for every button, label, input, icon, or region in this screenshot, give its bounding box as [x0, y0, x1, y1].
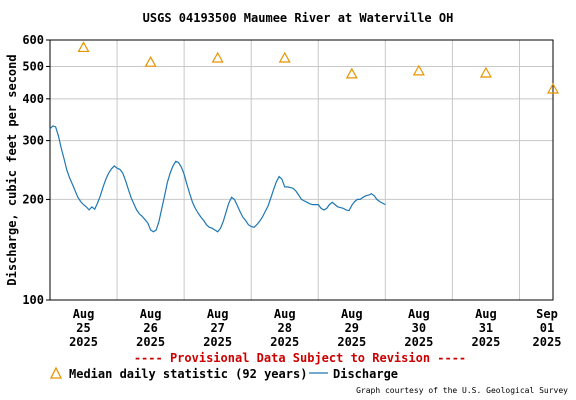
- median-marker: [77, 41, 90, 53]
- plot-frame: [49, 39, 554, 301]
- y-tick-label: 300: [22, 134, 44, 148]
- x-tick-label: Aug 25 2025: [69, 307, 98, 349]
- x-tick-label-line: Aug: [207, 307, 229, 321]
- median-marker: [412, 64, 425, 76]
- legend: Median daily statistic (92 years) Discha…: [49, 366, 398, 381]
- chart-title: USGS 04193500 Maumee River at Waterville…: [143, 11, 454, 25]
- x-tick-label-line: 28: [278, 321, 292, 335]
- legend-median-label: Median daily statistic (92 years): [69, 367, 307, 381]
- y-tick-label: 400: [22, 92, 44, 106]
- y-axis-label: Discharge, cubic feet per second: [5, 54, 19, 285]
- x-tick-label-line: Aug: [274, 307, 296, 321]
- median-marker: [345, 67, 358, 79]
- x-tick-label-line: 2025: [404, 335, 433, 349]
- x-tick-label-line: 2025: [533, 335, 562, 349]
- x-tick-label: Aug 29 2025: [337, 307, 366, 349]
- x-tick-label: Aug 27 2025: [203, 307, 232, 349]
- y-tick-label: 100: [22, 293, 44, 307]
- x-tick-label-line: 25: [76, 321, 90, 335]
- median-marker: [211, 51, 224, 63]
- y-tick-label: 200: [22, 192, 44, 206]
- x-tick-label-line: 27: [210, 321, 224, 335]
- x-tick-label: Aug 28 2025: [270, 307, 299, 349]
- series-layer: [49, 41, 560, 233]
- y-axis-ticks: 100 200 300 400 500 600: [22, 33, 50, 307]
- x-tick-label-line: 01: [540, 321, 554, 335]
- median-marker: [144, 55, 157, 67]
- x-tick-label-line: 2025: [136, 335, 165, 349]
- x-tick-label-line: 30: [412, 321, 426, 335]
- x-tick-label: Sep 01 2025: [533, 307, 562, 349]
- x-tick-label: Aug 30 2025: [404, 307, 433, 349]
- provisional-notice: ---- Provisional Data Subject to Revisio…: [134, 351, 466, 365]
- x-tick-label: Aug 26 2025: [136, 307, 165, 349]
- x-tick-label-line: 31: [479, 321, 493, 335]
- legend-discharge-label: Discharge: [333, 367, 398, 381]
- discharge-line: [49, 125, 386, 233]
- x-tick-label-line: 2025: [203, 335, 232, 349]
- median-marker: [479, 66, 492, 78]
- median-marker: [546, 82, 560, 94]
- x-tick-label-line: Aug: [341, 307, 363, 321]
- x-tick-label-line: Sep: [536, 307, 558, 321]
- x-tick-label: Aug 31 2025: [471, 307, 500, 349]
- y-tick-label: 500: [22, 59, 44, 73]
- x-tick-label-line: 2025: [337, 335, 366, 349]
- y-tick-label: 600: [22, 33, 44, 47]
- median-marker: [278, 51, 291, 63]
- x-tick-label-line: Aug: [408, 307, 430, 321]
- usgs-credit: Graph courtesy of the U.S. Geological Su…: [356, 386, 568, 395]
- x-tick-label-line: Aug: [140, 307, 162, 321]
- x-tick-label-line: 26: [143, 321, 157, 335]
- x-tick-label-line: Aug: [475, 307, 497, 321]
- x-tick-label-line: 2025: [69, 335, 98, 349]
- legend-median-triangle-icon: [49, 366, 63, 379]
- x-tick-label-line: Aug: [73, 307, 95, 321]
- x-tick-label-line: 2025: [471, 335, 500, 349]
- x-tick-label-line: 2025: [270, 335, 299, 349]
- x-tick-label-line: 29: [345, 321, 359, 335]
